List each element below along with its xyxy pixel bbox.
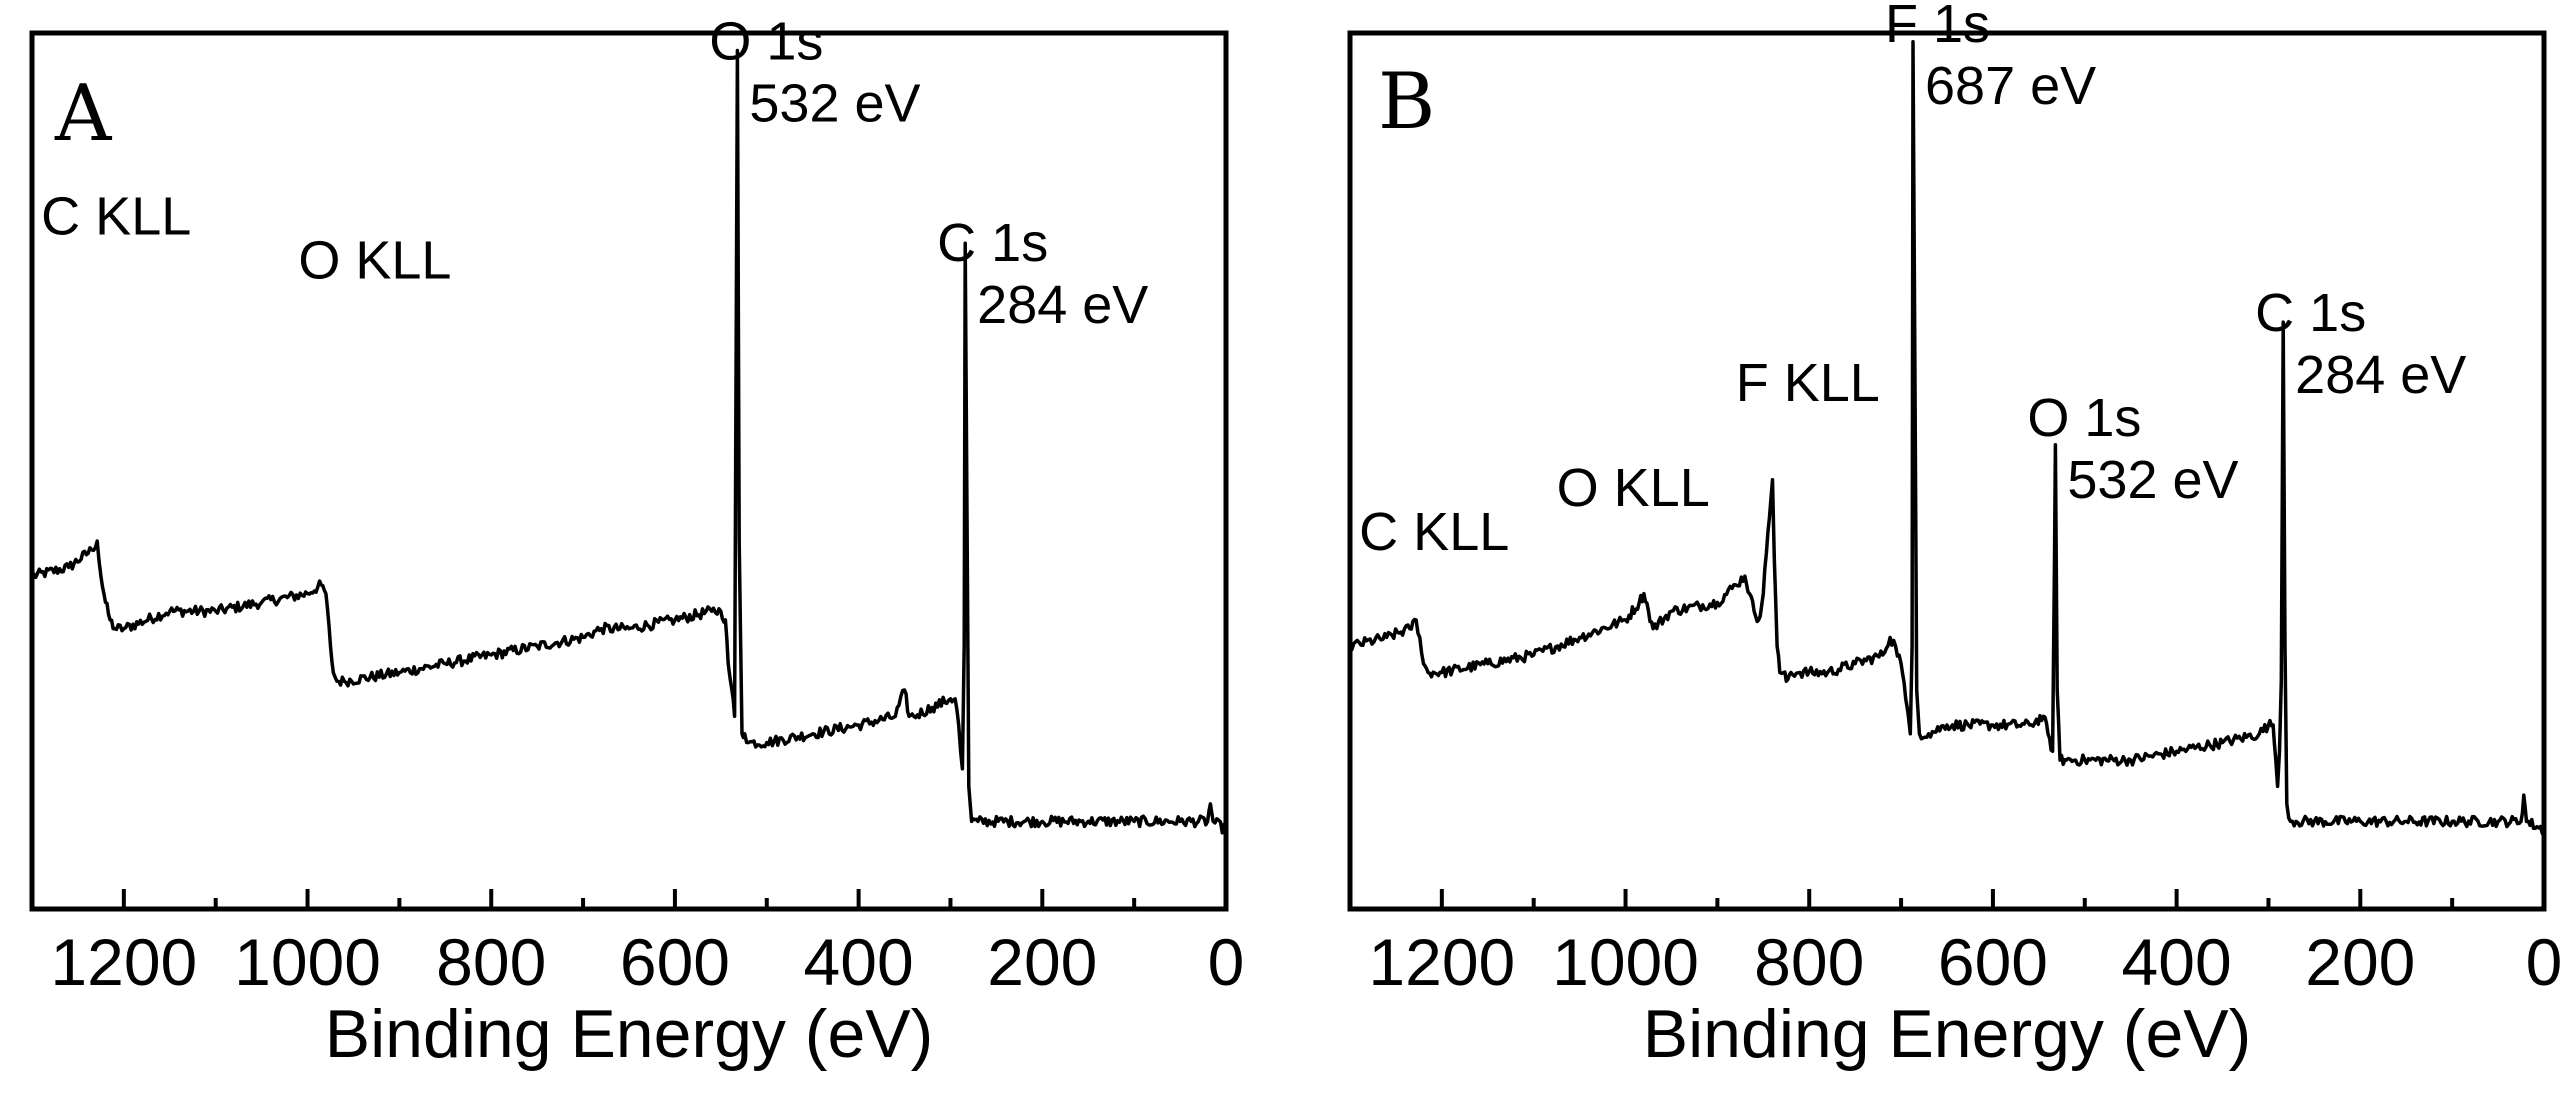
panel-b-c-kll-label: C KLL (1359, 502, 1509, 562)
panel-b-c1s-label: C 1s 284 eV (2255, 283, 2466, 405)
panel-a-x-ticks (30, 889, 1228, 909)
panel-a-x-tick-label-1000: 1000 (234, 925, 381, 999)
panel-b-f1s-label: F 1s 687 eV (1885, 0, 2096, 116)
panel-b-x-tick-label-200: 200 (2305, 925, 2415, 999)
panel-b-label: B (1378, 57, 1435, 147)
panel-b: B 1200 1000 800 600 400 200 0 C KLL O KLL F KLL F… (1347, 0, 2562, 1072)
panel-a-c1s-label: C 1s 284 eV (937, 213, 1148, 335)
panel-a-x-tick-label-200: 200 (987, 925, 1097, 999)
panel-b-o1s-label: O 1s 532 eV (2027, 388, 2238, 510)
panel-b-plot-frame (1347, 30, 2547, 912)
panel-b-x-ticks (1348, 889, 2546, 909)
panel-a-o1s-label: O 1s 532 eV (709, 11, 920, 133)
panel-b-x-tick-label-1200: 1200 (1368, 925, 1515, 999)
panel-a-x-tick-labels: 1200 1000 800 600 400 200 0 (50, 925, 1244, 999)
panel-a-o-kll-label: O KLL (298, 230, 451, 290)
panel-a-c-kll-label: C KLL (41, 186, 191, 246)
panel-a-spectrum-line (30, 48, 1228, 835)
panel-b-x-tick-labels: 1200 1000 800 600 400 200 0 (1368, 925, 2562, 999)
panel-a-x-tick-label-1200: 1200 (50, 925, 197, 999)
panel-b-annotations: C KLL O KLL F KLL F 1s 687 eV O 1s 532 eVC 1s 2… (1359, 0, 2466, 562)
panel-b-x-tick-label-800: 800 (1754, 925, 1864, 999)
panel-b-x-tick-label-600: 600 (1938, 925, 2048, 999)
panel-a-x-tick-label-800: 800 (436, 925, 546, 999)
panel-a-annotations: C KLL O KLL O 1s 532 eVC 1s 284 eV (41, 11, 1148, 334)
panel-b-o-kll-label: O KLL (1557, 458, 1710, 518)
panel-a-x-tick-label-0: 0 (1208, 925, 1245, 999)
panel-a-label: A (54, 69, 113, 159)
panel-a-x-tick-label-400: 400 (804, 925, 914, 999)
panel-a: A 1200 1000 800 600 400 200 0 C KLL O KLL O 1s 53… (29, 11, 1244, 1072)
panel-a-x-tick-label-600: 600 (620, 925, 730, 999)
panel-b-x-tick-label-0: 0 (2526, 925, 2563, 999)
panel-b-x-axis-title: Binding Energy (eV) (1643, 996, 2252, 1072)
panel-a-x-axis-title: Binding Energy (eV) (325, 996, 934, 1072)
panel-b-x-tick-label-400: 400 (2122, 925, 2232, 999)
panel-a-plot-frame (29, 30, 1229, 912)
panel-b-f-kll-label: F KLL (1736, 353, 1880, 413)
panel-b-x-tick-label-1000: 1000 (1552, 925, 1699, 999)
panel-b-spectrum-line (1348, 40, 2546, 836)
